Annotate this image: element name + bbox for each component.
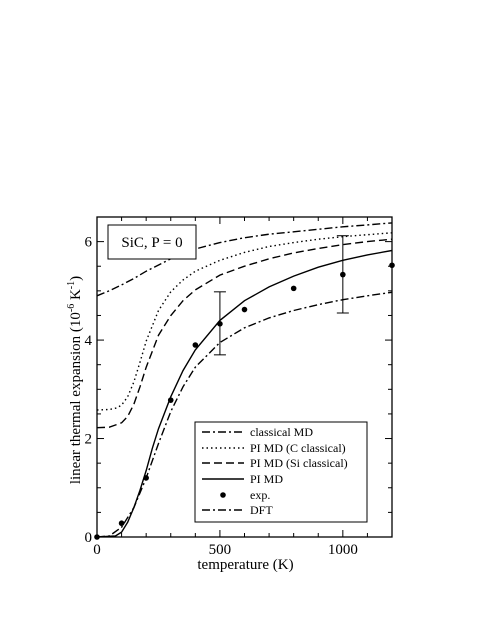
error-bar [213, 291, 226, 356]
y-tick-label: 0 [85, 530, 93, 546]
exp-point [167, 397, 174, 403]
x-tick-label: 500 [209, 542, 232, 558]
y-tick-label: 2 [85, 432, 93, 448]
series-pi-md-c-classical [97, 232, 392, 411]
series-classical-md [97, 222, 392, 297]
legend-label: classical MD [250, 425, 313, 439]
legend-label: DFT [250, 503, 273, 517]
y-tick-label: 4 [85, 333, 93, 349]
annotation-box: SiC, P = 0 [107, 224, 197, 260]
error-bar [336, 235, 349, 314]
exp-point [241, 306, 248, 313]
x-tick-label: 0 [93, 542, 101, 558]
annotation-text: SiC, P = 0 [121, 235, 182, 251]
tick-layer: 0 500 1000 0 2 4 6 [85, 216, 393, 558]
y-axis-label: linear thermal expansion (10-6 K-1) [66, 276, 84, 484]
legend-item-exp: exp. [220, 488, 270, 502]
exp-point [143, 475, 149, 481]
errorbar-layer [213, 235, 349, 356]
legend-item-pi-md: PI MD [202, 472, 283, 486]
series-pi-md [97, 249, 392, 537]
x-axis-label: temperature (K) [197, 557, 293, 573]
legend-label: PI MD (C classical) [250, 441, 346, 455]
legend-marker [220, 492, 226, 498]
legend-item-classical-md: classical MD [202, 425, 313, 439]
series-dft [97, 291, 392, 537]
svg-text:linear thermal expansion (10-6: linear thermal expansion (10-6 K-1) [66, 276, 84, 484]
legend-label: PI MD [250, 472, 283, 486]
legend-item-pi-md-si-classical: PI MD (Si classical) [202, 456, 348, 470]
exp-point [118, 520, 125, 527]
legend-item-dft: DFT [202, 503, 273, 517]
legend-item-pi-md-c-classical: PI MD (C classical) [202, 441, 346, 455]
y-tick-label: 6 [85, 235, 93, 251]
exp-point [192, 342, 199, 348]
legend-label: exp. [250, 488, 270, 502]
series-layer [97, 222, 392, 537]
series-pi-md-si-classical [97, 238, 392, 429]
legend-label: PI MD (Si classical) [250, 456, 348, 470]
x-tick-label: 1000 [328, 542, 358, 558]
legend: classical MD PI MD (C classical)PI MD (Si… [194, 421, 368, 523]
exp-point [290, 285, 297, 292]
